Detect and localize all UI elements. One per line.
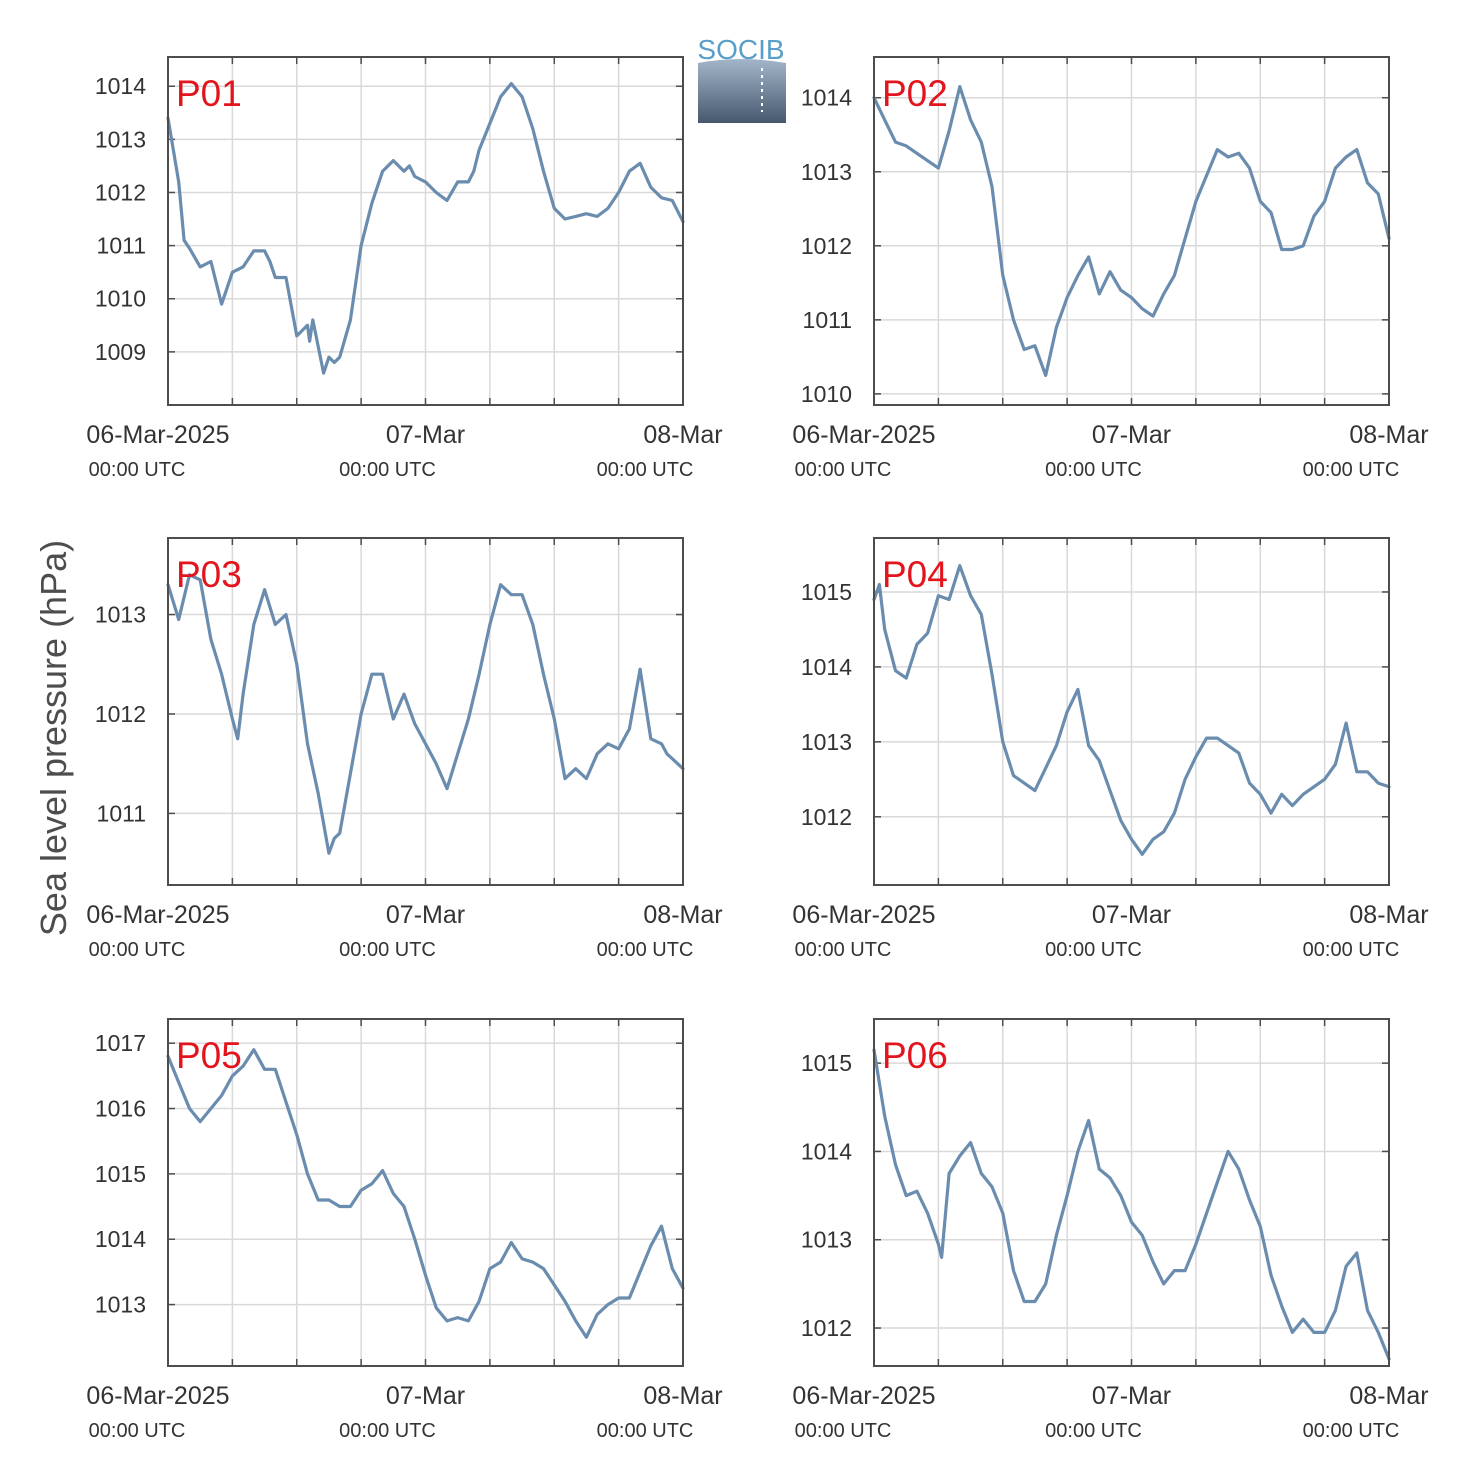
x-tick-label-date: 07-Mar bbox=[386, 1382, 465, 1410]
y-tick-label: 1011 bbox=[803, 307, 852, 333]
socib-logo: SOCIB bbox=[697, 34, 786, 123]
x-tick-label-time: 00:00 UTC bbox=[795, 1420, 892, 1442]
x-tick-label-date: 07-Mar bbox=[1092, 421, 1171, 449]
x-tick-label-date: 07-Mar bbox=[386, 901, 465, 929]
x-tick-label-time: 00:00 UTC bbox=[1045, 1420, 1142, 1442]
y-tick-label: 1013 bbox=[95, 602, 146, 628]
pressure-series-line bbox=[166, 573, 685, 855]
x-tick-label-date: 06-Mar-2025 bbox=[86, 901, 229, 929]
y-tick-label: 1017 bbox=[95, 1030, 146, 1056]
station-label: P05 bbox=[176, 1035, 242, 1076]
chart-panel-p04: 1012 1013 1014 1015 P04 06-Mar-2025 00:00 UTC 0… bbox=[792, 537, 1429, 961]
station-label: P02 bbox=[882, 73, 948, 114]
y-axis-label: Sea level pressure (hPa) bbox=[33, 540, 74, 936]
plot-frame bbox=[873, 56, 1390, 406]
chart-panel-p06: 1012 1013 1014 1015 P06 06-Mar-2025 00:00 UTC 0… bbox=[792, 1018, 1429, 1442]
y-tick-label: 1012 bbox=[801, 1315, 852, 1341]
x-tick-label-time: 00:00 UTC bbox=[339, 939, 436, 961]
y-tick-label: 1010 bbox=[801, 381, 852, 407]
y-tick-label: 1015 bbox=[801, 579, 852, 605]
y-tick-label: 1016 bbox=[95, 1096, 146, 1122]
y-tick-label: 1012 bbox=[95, 701, 146, 727]
y-tick-label: 1011 bbox=[97, 233, 146, 259]
logo-wave bbox=[698, 59, 786, 123]
pressure-series-line bbox=[872, 564, 1391, 856]
y-tick-label: 1011 bbox=[97, 800, 146, 826]
x-tick-label-date: 07-Mar bbox=[386, 421, 465, 449]
y-tick-label: 1013 bbox=[95, 1292, 146, 1318]
plot-frame bbox=[167, 1018, 684, 1367]
x-tick-label-date: 06-Mar-2025 bbox=[86, 421, 229, 449]
station-label: P04 bbox=[882, 554, 948, 595]
chart-panel-p03: 1011 1012 1013 P03 06-Mar-2025 00:00 UTC 07-Ma… bbox=[86, 537, 723, 961]
x-tick-label-time: 00:00 UTC bbox=[1303, 1420, 1400, 1442]
plot-frame bbox=[167, 56, 684, 406]
station-label: P06 bbox=[882, 1035, 948, 1076]
x-tick-label-date: 06-Mar-2025 bbox=[792, 421, 935, 449]
x-tick-label-date: 08-Mar bbox=[1349, 901, 1428, 929]
x-tick-label-date: 08-Mar bbox=[643, 901, 722, 929]
y-tick-label: 1009 bbox=[95, 339, 146, 365]
plot-frame bbox=[873, 537, 1390, 886]
x-tick-label-date: 06-Mar-2025 bbox=[792, 1382, 935, 1410]
chart-panel-p01: 1009 1010 1011 1012 1013 1014 P01 06-Mar-2025 00… bbox=[86, 56, 723, 481]
station-label: P03 bbox=[176, 554, 242, 595]
x-tick-label-time: 00:00 UTC bbox=[597, 1420, 694, 1442]
y-tick-label: 1014 bbox=[95, 1226, 146, 1252]
pressure-series-line bbox=[872, 85, 1391, 377]
y-tick-label: 1014 bbox=[801, 1138, 852, 1164]
x-tick-label-time: 00:00 UTC bbox=[1045, 459, 1142, 481]
y-tick-label: 1013 bbox=[801, 159, 852, 185]
y-tick-label: 1014 bbox=[801, 654, 852, 680]
station-label: P01 bbox=[176, 73, 242, 114]
x-tick-label-time: 00:00 UTC bbox=[89, 1420, 186, 1442]
x-tick-label-date: 06-Mar-2025 bbox=[86, 1382, 229, 1410]
pressure-series-line bbox=[872, 1048, 1391, 1361]
chart-panels: 1009 1010 1011 1012 1013 1014 P01 06-Mar-2025 00… bbox=[86, 56, 1429, 1442]
y-tick-label: 1013 bbox=[95, 126, 146, 152]
chart-panel-p02: 1010 1011 1012 1013 1014 P02 06-Mar-2025 00:00 … bbox=[792, 56, 1429, 481]
x-tick-label-time: 00:00 UTC bbox=[795, 939, 892, 961]
x-tick-label-date: 07-Mar bbox=[1092, 901, 1171, 929]
y-tick-label: 1014 bbox=[95, 73, 146, 99]
y-tick-label: 1012 bbox=[801, 804, 852, 830]
y-tick-label: 1012 bbox=[801, 233, 852, 259]
x-tick-label-time: 00:00 UTC bbox=[1303, 459, 1400, 481]
x-tick-label-date: 06-Mar-2025 bbox=[792, 901, 935, 929]
x-tick-label-time: 00:00 UTC bbox=[597, 459, 694, 481]
x-tick-label-date: 08-Mar bbox=[643, 1382, 722, 1410]
x-tick-label-date: 08-Mar bbox=[1349, 421, 1428, 449]
y-tick-label: 1015 bbox=[801, 1050, 852, 1076]
plot-frame bbox=[167, 537, 684, 886]
x-tick-label-time: 00:00 UTC bbox=[1303, 939, 1400, 961]
y-tick-label: 1015 bbox=[95, 1161, 146, 1187]
chart-panel-p05: 1013 1014 1015 1016 1017 P05 06-Mar-2025 00:00 … bbox=[86, 1018, 723, 1442]
x-tick-label-time: 00:00 UTC bbox=[339, 459, 436, 481]
x-tick-label-time: 00:00 UTC bbox=[89, 459, 186, 481]
x-tick-label-date: 07-Mar bbox=[1092, 1382, 1171, 1410]
plot-frame bbox=[873, 1018, 1390, 1367]
y-tick-label: 1010 bbox=[95, 286, 146, 312]
x-tick-label-time: 00:00 UTC bbox=[339, 1420, 436, 1442]
x-tick-label-time: 00:00 UTC bbox=[795, 459, 892, 481]
y-tick-label: 1014 bbox=[801, 85, 852, 111]
y-tick-label: 1013 bbox=[801, 1227, 852, 1253]
y-tick-label: 1013 bbox=[801, 729, 852, 755]
x-tick-label-time: 00:00 UTC bbox=[89, 939, 186, 961]
pressure-series-line bbox=[166, 82, 685, 375]
y-tick-label: 1012 bbox=[95, 179, 146, 205]
x-tick-label-time: 00:00 UTC bbox=[597, 939, 694, 961]
pressure-series-line bbox=[166, 1048, 685, 1339]
x-tick-label-time: 00:00 UTC bbox=[1045, 939, 1142, 961]
x-tick-label-date: 08-Mar bbox=[1349, 1382, 1428, 1410]
x-tick-label-date: 08-Mar bbox=[643, 421, 722, 449]
